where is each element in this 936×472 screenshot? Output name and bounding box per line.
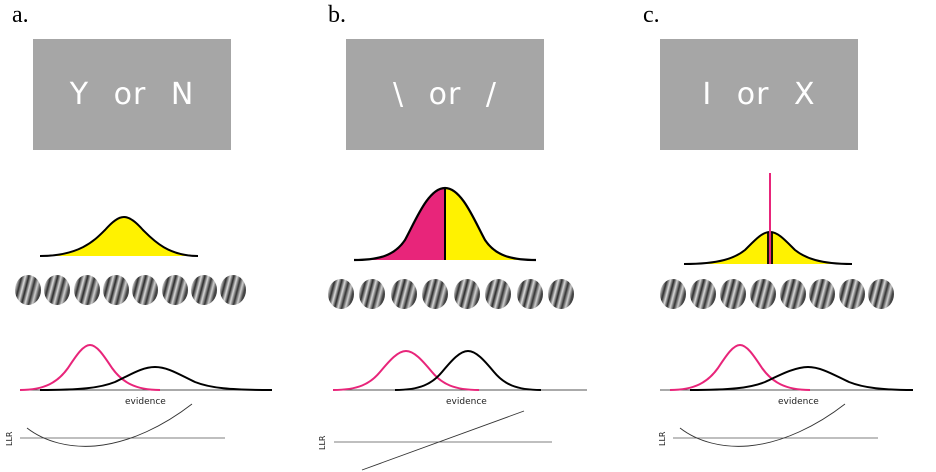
panel-c-evidence-plot (660, 343, 914, 391)
panel-b-stimulus-text: \ or / (393, 77, 497, 112)
magenta-distribution (19, 343, 161, 391)
gabor-patch (162, 275, 188, 305)
gabor-patch (780, 279, 806, 309)
llr-curve (679, 403, 846, 447)
gabor-patch (485, 279, 511, 309)
gabor-patch (809, 279, 835, 309)
panel-a-gabor-row (15, 275, 246, 305)
gabor-patch (44, 275, 70, 305)
panel-a-stimulus-text: Y or N (69, 77, 195, 112)
panel-b-llr-plot (334, 410, 552, 471)
panel-c-gabor-row (660, 279, 894, 309)
panel-c-prior-distribution (683, 173, 853, 265)
panel-a-stimulus-box: Y or N (33, 39, 231, 150)
panel-c-stimulus-text: I or X (702, 77, 816, 112)
gabor-patch (690, 279, 716, 309)
gabor-patch (103, 275, 129, 305)
magenta-distribution (332, 349, 480, 391)
panel-b-letter: b. (328, 2, 346, 28)
gabor-patch (328, 279, 354, 309)
panel-c-evidence-label: evidence (778, 397, 819, 407)
gabor-patch (220, 275, 246, 305)
gabor-patch (750, 279, 776, 309)
panel-b-llr-label: LLR (318, 435, 327, 450)
panel-b-stimulus-box: \ or / (346, 39, 544, 150)
panel-c-llr-plot (673, 403, 878, 447)
gabor-patch (839, 279, 865, 309)
panel-c-llr-label: LLR (658, 431, 667, 446)
gabor-patch (359, 279, 385, 309)
gabor-patch (660, 279, 686, 309)
panel-b-evidence-label: evidence (446, 397, 487, 407)
gabor-patch (720, 279, 746, 309)
magenta-distribution (669, 343, 811, 391)
panel-a-llr-plot (20, 403, 225, 447)
panel-b-prior-distribution (353, 186, 537, 262)
llr-curve (361, 410, 525, 471)
panel-a-prior-distribution (39, 215, 199, 257)
black-distribution (689, 365, 914, 391)
llr-curve (26, 403, 193, 447)
gabor-patch (391, 279, 417, 309)
gabor-patch (74, 275, 100, 305)
gabor-patch (422, 279, 448, 309)
panel-b-gabor-row (328, 279, 574, 309)
panel-a-evidence-plot (19, 343, 273, 391)
gabor-patch (15, 275, 41, 305)
gabor-patch (454, 279, 480, 309)
gabor-patch (868, 279, 894, 309)
panel-c-stimulus-box: I or X (660, 39, 858, 150)
panel-a-evidence-label: evidence (125, 397, 166, 407)
gabor-patch (191, 275, 217, 305)
black-distribution (394, 349, 542, 391)
gabor-patch (517, 279, 543, 309)
panel-c-letter: c. (643, 2, 660, 28)
panel-a-llr-label: LLR (5, 431, 14, 446)
panel-b-evidence-plot (332, 349, 587, 391)
black-distribution (39, 365, 273, 391)
panel-a-letter: a. (12, 2, 29, 28)
gabor-patch (548, 279, 574, 309)
gabor-patch (132, 275, 158, 305)
